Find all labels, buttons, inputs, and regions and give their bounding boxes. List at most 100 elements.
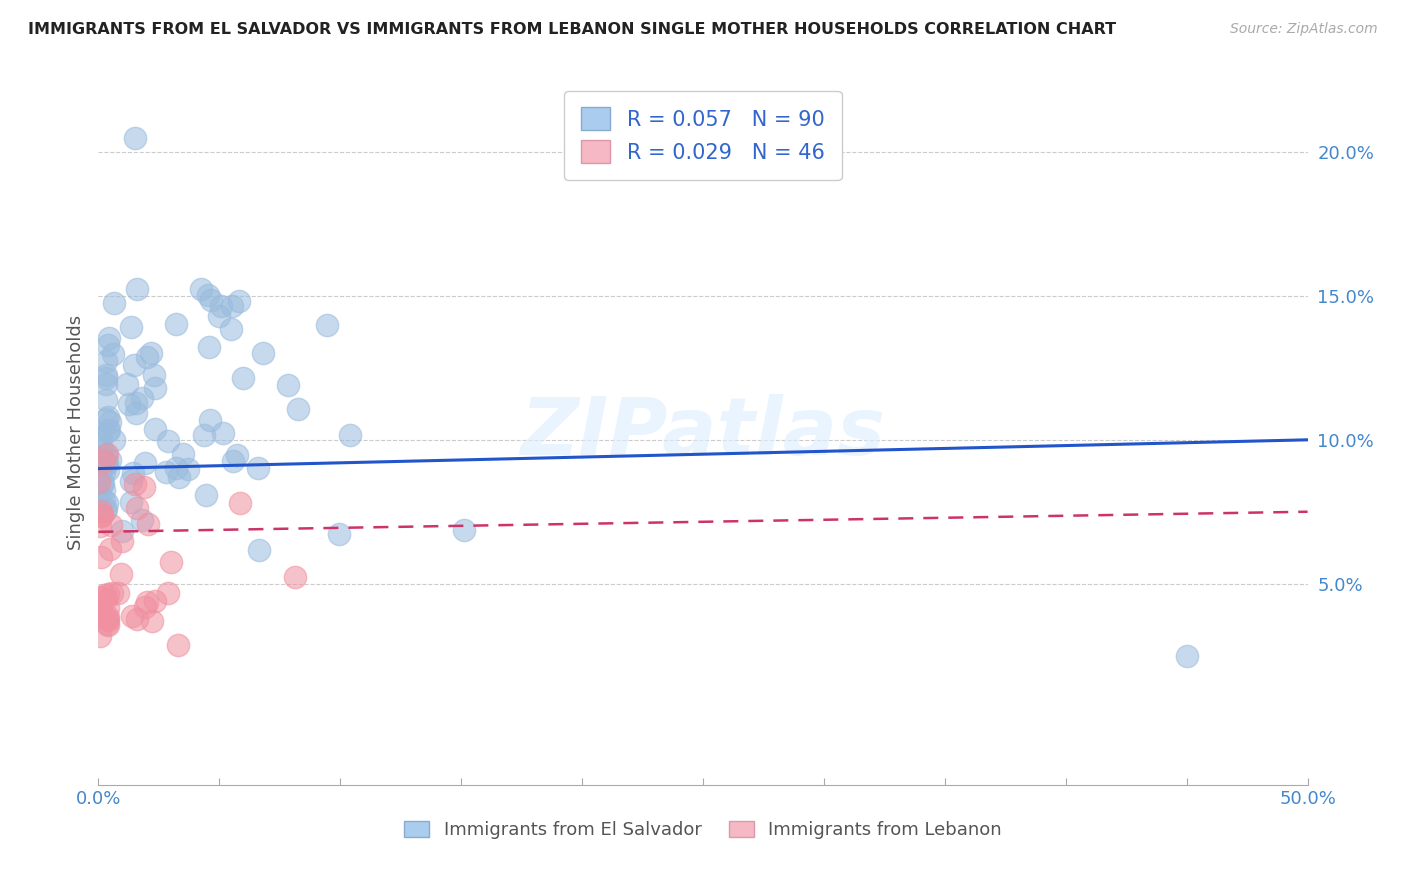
Text: IMMIGRANTS FROM EL SALVADOR VS IMMIGRANTS FROM LEBANON SINGLE MOTHER HOUSEHOLDS : IMMIGRANTS FROM EL SALVADOR VS IMMIGRANT… xyxy=(28,22,1116,37)
Point xyxy=(124,130,146,145)
Point xyxy=(219,322,242,336)
Point xyxy=(246,461,269,475)
Point xyxy=(89,433,111,447)
Point xyxy=(97,614,120,628)
Point xyxy=(167,638,190,652)
Point xyxy=(94,448,117,462)
Point xyxy=(453,523,475,537)
Point xyxy=(94,412,117,426)
Point xyxy=(94,501,117,516)
Point xyxy=(97,331,120,345)
Point xyxy=(125,406,148,420)
Point xyxy=(101,347,124,361)
Point xyxy=(87,475,110,489)
Point xyxy=(132,480,155,494)
Point xyxy=(89,464,111,478)
Point xyxy=(94,504,117,518)
Point xyxy=(93,458,115,473)
Point xyxy=(90,598,112,612)
Point xyxy=(94,377,117,392)
Point xyxy=(94,354,117,368)
Point xyxy=(94,368,117,383)
Point xyxy=(90,598,112,612)
Point xyxy=(97,601,120,615)
Point xyxy=(111,533,134,548)
Point xyxy=(134,600,156,615)
Point xyxy=(136,595,159,609)
Point xyxy=(131,391,153,405)
Point xyxy=(222,454,245,468)
Point xyxy=(90,442,112,457)
Point xyxy=(143,422,166,436)
Point xyxy=(97,618,120,632)
Point xyxy=(103,434,125,448)
Point xyxy=(228,293,250,308)
Point xyxy=(252,345,274,359)
Point xyxy=(134,457,156,471)
Point xyxy=(122,358,145,372)
Point xyxy=(100,517,122,532)
Point xyxy=(117,376,139,391)
Point xyxy=(316,318,339,333)
Point xyxy=(1175,648,1198,663)
Point xyxy=(96,591,118,606)
Point xyxy=(90,508,112,523)
Point xyxy=(125,612,148,626)
Point xyxy=(165,460,187,475)
Point xyxy=(98,541,121,556)
Point xyxy=(98,423,121,437)
Point xyxy=(94,370,117,384)
Point xyxy=(103,295,125,310)
Point xyxy=(97,409,120,424)
Point xyxy=(98,415,121,429)
Point xyxy=(98,453,121,467)
Point xyxy=(198,413,221,427)
Point xyxy=(93,465,115,479)
Point xyxy=(94,588,117,602)
Point xyxy=(97,338,120,352)
Point xyxy=(87,609,110,624)
Point xyxy=(94,457,117,471)
Point xyxy=(97,424,120,438)
Point xyxy=(96,616,118,631)
Point xyxy=(142,368,165,382)
Point xyxy=(90,549,112,564)
Point xyxy=(249,542,271,557)
Point xyxy=(277,377,299,392)
Point xyxy=(107,586,129,600)
Point xyxy=(125,396,148,410)
Text: ZIPatlas: ZIPatlas xyxy=(520,393,886,472)
Point xyxy=(136,516,159,531)
Point xyxy=(328,527,350,541)
Point xyxy=(232,371,254,385)
Point xyxy=(96,495,118,509)
Point xyxy=(197,288,219,302)
Point xyxy=(96,456,118,470)
Point xyxy=(89,450,111,464)
Point xyxy=(93,453,115,467)
Point xyxy=(229,495,252,509)
Point xyxy=(156,586,179,600)
Point xyxy=(87,487,110,501)
Point xyxy=(169,469,191,483)
Point xyxy=(89,608,111,623)
Point xyxy=(125,282,148,296)
Point xyxy=(193,428,215,442)
Point xyxy=(124,476,146,491)
Point xyxy=(120,320,142,334)
Point xyxy=(90,477,112,491)
Point xyxy=(226,448,249,462)
Point xyxy=(90,508,112,522)
Point xyxy=(97,609,120,624)
Point xyxy=(120,495,142,509)
Point xyxy=(141,614,163,628)
Point xyxy=(122,466,145,480)
Point xyxy=(136,350,159,364)
Point xyxy=(94,457,117,471)
Point xyxy=(287,402,309,417)
Point xyxy=(111,524,134,539)
Point xyxy=(143,594,166,608)
Point xyxy=(200,293,222,307)
Point xyxy=(96,447,118,461)
Point xyxy=(157,434,180,449)
